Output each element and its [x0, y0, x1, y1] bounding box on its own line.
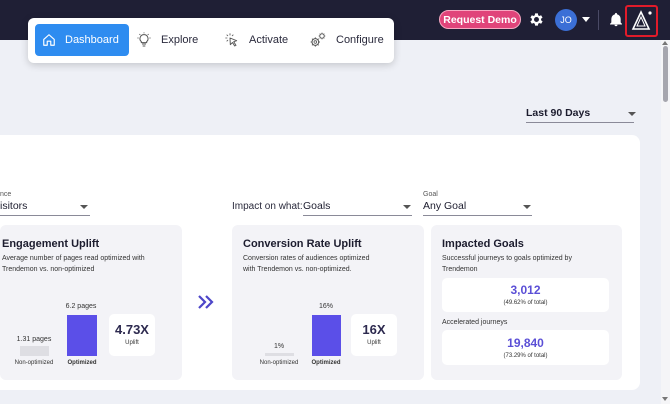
uplift-label: Uplift: [367, 340, 381, 346]
accelerated-share: (73.29% of total): [503, 353, 548, 359]
nav-item-dashboard[interactable]: Dashboard: [35, 24, 129, 56]
scroll-up-arrow-icon[interactable]: [662, 41, 668, 45]
scrollbar-thumb[interactable]: [663, 46, 668, 102]
goals-share: (49.62% of total): [503, 300, 548, 306]
accelerated-label: Accelerated journeys: [442, 319, 508, 326]
card-subtitle: Conversion rates of audiences optimized …: [243, 255, 370, 273]
conversion-uplift-card: Conversion Rate Uplift Conversion rates …: [232, 225, 424, 380]
card-subtitle: Average number of pages read optimized w…: [2, 255, 145, 273]
goal-label: Goal: [423, 191, 438, 198]
audience-select[interactable]: isitors: [0, 200, 90, 216]
bar-label-non-optimized: Non-optimized: [14, 360, 54, 366]
uplift-box: 4.73X Uplift: [109, 314, 155, 356]
audience-value: isitors: [0, 200, 28, 212]
gears-icon: [310, 32, 326, 47]
nav-item-explore[interactable]: Explore: [136, 24, 198, 56]
audience-label: nce: [0, 191, 12, 198]
card-title: Engagement Uplift: [2, 238, 100, 250]
bar-optimized: [67, 315, 97, 356]
chevron-down-icon: [523, 205, 531, 209]
chevron-down-icon: [403, 205, 411, 209]
home-icon: [43, 34, 55, 46]
card-title: Conversion Rate Uplift: [243, 238, 362, 250]
chevron-down-icon[interactable]: [582, 17, 590, 22]
nav-item-label: Dashboard: [65, 34, 119, 46]
scrollbar[interactable]: [661, 40, 670, 404]
goal-select[interactable]: Any Goal: [423, 200, 532, 216]
lightbulb-icon: [137, 32, 151, 47]
period-select[interactable]: Last 90 Days: [526, 107, 636, 123]
bar-value-non-optimized: 1.31 pages: [16, 336, 52, 343]
nav-item-label: Configure: [336, 34, 384, 46]
accelerated-stat-box: 19,840 (73.29% of total): [442, 330, 609, 365]
impact-label: Impact on what:: [232, 201, 303, 212]
engagement-uplift-card: Engagement Uplift Average number of page…: [0, 225, 182, 380]
request-demo-button[interactable]: Request Demo: [439, 10, 521, 29]
triangle-logo-icon: [631, 10, 652, 30]
bar-optimized: [312, 315, 341, 356]
chevron-down-icon: [80, 205, 88, 209]
nav-item-label: Explore: [161, 34, 199, 46]
bar-label-non-optimized: Non-optimized: [259, 360, 299, 366]
uplift-box: 16X Uplift: [351, 314, 397, 356]
uplift-value: 16X: [362, 322, 386, 337]
divider: [598, 10, 599, 30]
chevron-down-icon: [628, 112, 636, 116]
nav-item-activate[interactable]: Activate: [224, 24, 288, 56]
period-value: Last 90 Days: [526, 107, 591, 119]
nav-item-configure[interactable]: Configure: [309, 24, 384, 56]
card-subtitle: Successful journeys to goals optimized b…: [442, 255, 572, 273]
impacted-goals-card: Impacted Goals Successful journeys to go…: [431, 225, 622, 380]
double-chevron-right-icon: [198, 295, 214, 309]
bar-value-non-optimized: 1%: [273, 343, 285, 350]
goal-value: Any Goal: [423, 200, 467, 212]
goals-value: 3,012: [510, 283, 541, 297]
gear-icon[interactable]: [528, 11, 545, 28]
bar-non-optimized: [265, 353, 294, 356]
bar-value-optimized: 16%: [318, 303, 333, 310]
bar-label-optimized: Optimized: [67, 360, 97, 366]
bar-value-optimized: 6.2 pages: [65, 303, 97, 310]
bar-non-optimized: [20, 346, 49, 356]
scroll-down-arrow-icon[interactable]: [662, 397, 668, 401]
app-logo-button[interactable]: [625, 5, 658, 37]
impact-select[interactable]: Goals: [303, 200, 412, 216]
bar-label-optimized: Optimized: [311, 360, 341, 366]
pointer-click-icon: [225, 33, 238, 47]
nav-item-label: Activate: [249, 34, 289, 46]
avatar[interactable]: JO: [555, 9, 577, 31]
uplift-value: 4.73X: [115, 322, 149, 337]
main-nav-menu: Dashboard Explore Activate Configure: [28, 18, 394, 63]
card-title: Impacted Goals: [442, 238, 524, 250]
impact-value: Goals: [303, 200, 331, 212]
bell-icon[interactable]: [608, 11, 624, 28]
accelerated-value: 19,840: [507, 336, 544, 350]
uplift-label: Uplift: [125, 340, 139, 346]
goals-stat-box: 3,012 (49.62% of total): [442, 278, 609, 312]
